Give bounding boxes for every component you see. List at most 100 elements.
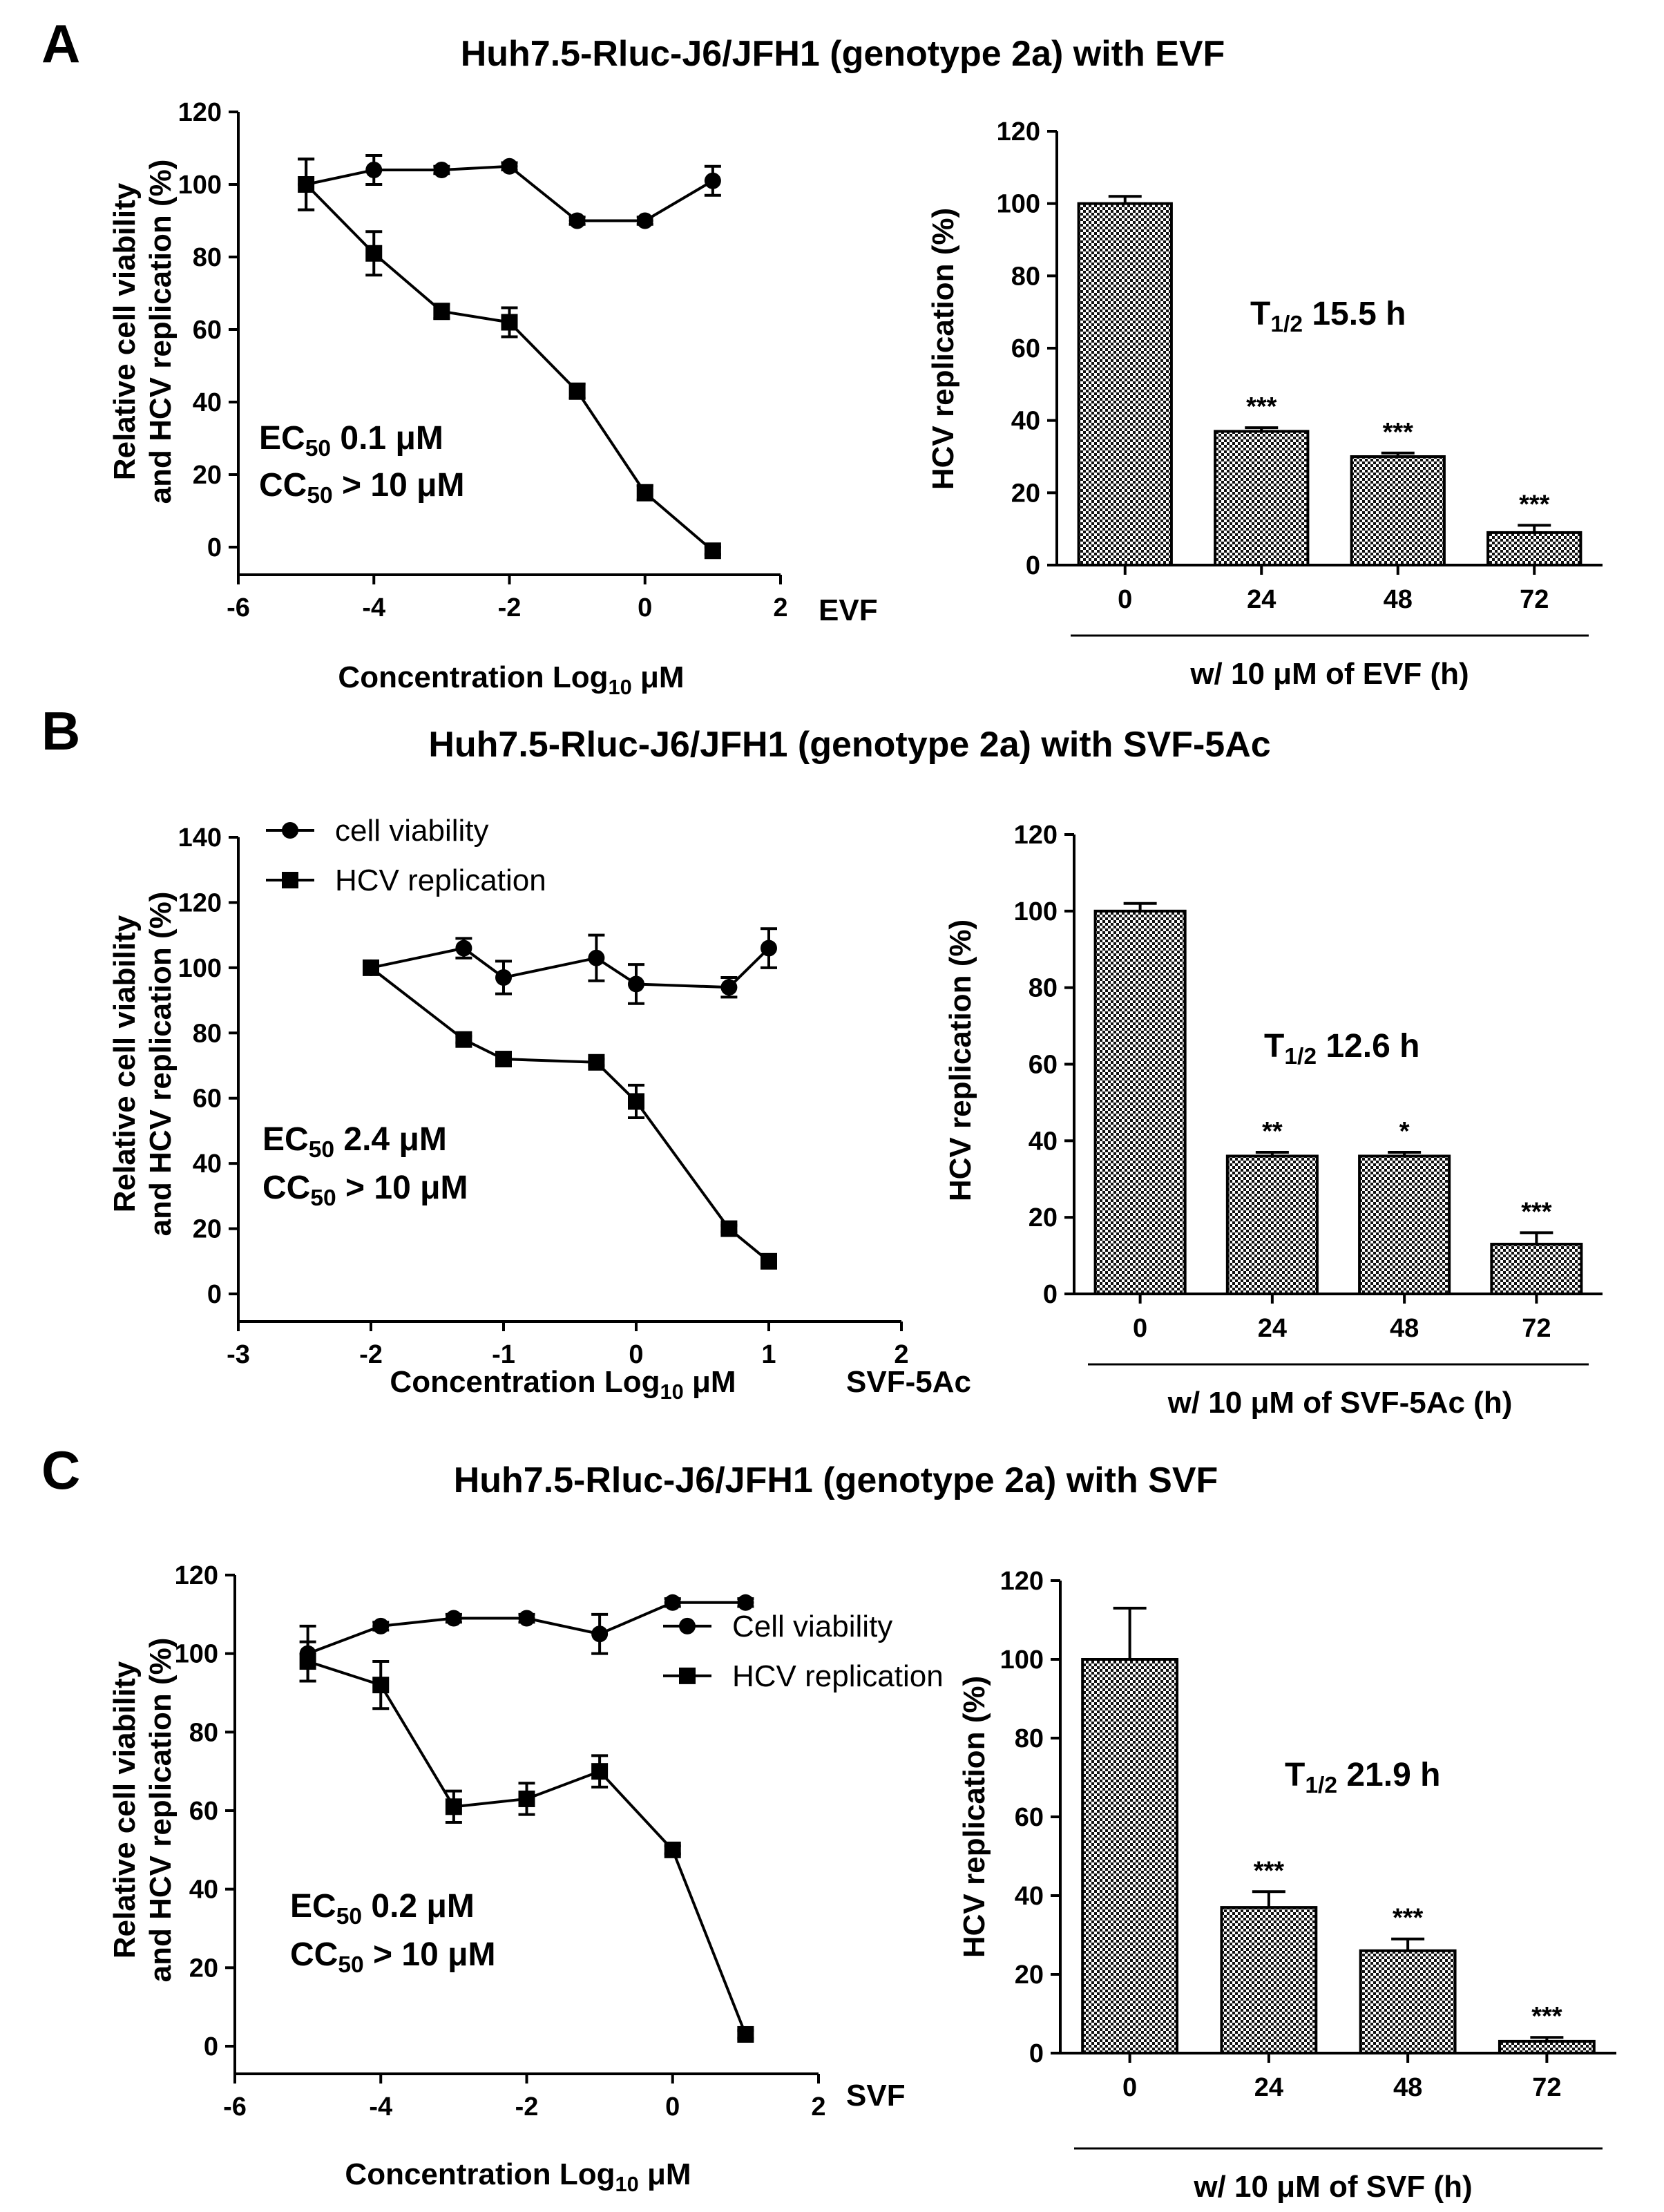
bar-category-label: 24 xyxy=(1258,1314,1287,1343)
x-tick-label: 0 xyxy=(665,2092,680,2122)
bar-y-tick-label: 60 xyxy=(1015,1803,1044,1832)
y-tick-label: 100 xyxy=(175,1640,218,1669)
bar-category-label: 72 xyxy=(1520,585,1549,614)
bar-y-tick-label: 20 xyxy=(1015,1961,1044,1990)
legend: cell viability HCV replication xyxy=(266,814,546,897)
x-tick-label: -2 xyxy=(359,1340,383,1369)
significance-mark: *** xyxy=(1254,1856,1285,1885)
bar xyxy=(1359,1949,1457,2055)
bar-y-tick-label: 40 xyxy=(1029,1127,1058,1156)
y-axis-label-line1: Relative cell viability xyxy=(108,915,142,1212)
y-tick-label: 60 xyxy=(193,1085,222,1114)
potency-annotation: CC50 > 10 μM xyxy=(290,1936,495,1978)
data-point-circle xyxy=(588,949,605,966)
x-axis-label: Concentration Log10 μM xyxy=(390,1365,736,1404)
bar-y-axis-label: HCV replication (%) xyxy=(957,1676,991,1958)
data-point-square xyxy=(628,1093,644,1110)
y-tick-label: 20 xyxy=(193,461,222,490)
bar-x-axis-label: w/ 10 μM of SVF (h) xyxy=(1193,2170,1472,2204)
bar xyxy=(1093,909,1187,1296)
y-tick-label: 60 xyxy=(189,1797,218,1826)
y-tick-label: 140 xyxy=(178,823,222,852)
legend-marker-circle xyxy=(679,1617,696,1634)
bar xyxy=(1498,2039,1596,2054)
legend-marker-square xyxy=(282,872,298,888)
y-tick-label: 120 xyxy=(178,98,222,127)
bar-y-tick-label: 120 xyxy=(1000,1567,1044,1596)
y-axis-label-line2: and HCV replication (%) xyxy=(144,160,178,504)
y-tick-label: 20 xyxy=(189,1954,218,1983)
bar xyxy=(1214,430,1310,566)
significance-mark: *** xyxy=(1393,1904,1424,1933)
bar xyxy=(1350,455,1446,566)
y-axis-label-line1: Relative cell viability xyxy=(108,182,142,480)
data-point-circle xyxy=(568,212,586,229)
data-point-circle xyxy=(591,1625,609,1643)
data-point-square xyxy=(455,1031,472,1048)
x-axis-label: Concentration Log10 μM xyxy=(338,660,684,699)
x-tick-label: -1 xyxy=(492,1340,515,1369)
y-tick-label: 40 xyxy=(189,1876,218,1905)
dose-response-chart: 0 20 40 60 80 100 120 -6 -4 -2 0 2 Relative cell via… xyxy=(108,98,878,699)
data-point-square xyxy=(363,959,379,976)
y-tick-label: 0 xyxy=(204,2032,218,2061)
legend-entry: cell viability xyxy=(335,814,489,848)
series-line-circle xyxy=(370,946,770,989)
y-tick-label: 100 xyxy=(178,171,222,200)
compound-label: SVF xyxy=(846,2079,906,2113)
y-axis-label-line2: and HCV replication (%) xyxy=(144,1638,178,1983)
y-tick-label: 80 xyxy=(193,243,222,272)
significance-mark: * xyxy=(1399,1117,1410,1146)
data-point-square xyxy=(664,1841,681,1858)
bar-y-tick-label: 20 xyxy=(1011,479,1040,508)
significance-mark: *** xyxy=(1519,490,1550,519)
bar-category-label: 24 xyxy=(1254,2073,1283,2102)
x-tick-label: 2 xyxy=(894,1340,908,1369)
significance-mark: *** xyxy=(1383,418,1414,447)
data-point-square xyxy=(568,383,586,400)
time-course-bar-chart: 0 20 40 60 80 100 120 0 24 *** 48 *** 72 *** w/ 10 μM … xyxy=(957,1567,1616,2204)
x-tick-label: 1 xyxy=(761,1340,776,1369)
bar-y-tick-label: 80 xyxy=(1029,974,1058,1003)
half-life-annotation: T1/2 21.9 h xyxy=(1285,1757,1440,1798)
bar-category-label: 48 xyxy=(1390,1314,1419,1343)
panel-letter: C xyxy=(41,1440,80,1500)
bar-y-tick-label: 80 xyxy=(1011,262,1040,291)
dose-response-chart: 0 20 40 60 80 100 120 140 -3 -2 -1 0 1 2 Relative cell… xyxy=(108,814,971,1404)
y-tick-label: 40 xyxy=(193,1150,222,1179)
panel-title: Huh7.5-Rluc-J6/JFH1 (genotype 2a) with S… xyxy=(428,725,1270,765)
x-tick-label: -6 xyxy=(227,593,250,622)
compound-label: EVF xyxy=(819,593,878,627)
panel-letter: A xyxy=(41,13,80,74)
bar-category-label: 24 xyxy=(1247,585,1276,614)
bar-category-label: 0 xyxy=(1118,585,1132,614)
data-point-circle xyxy=(704,172,721,189)
y-tick-label: 80 xyxy=(193,1019,222,1048)
data-point-square xyxy=(445,1798,462,1815)
panel-title: Huh7.5-Rluc-J6/JFH1 (genotype 2a) with S… xyxy=(454,1460,1218,1500)
legend-entry: HCV replication xyxy=(732,1659,944,1693)
data-point-circle xyxy=(495,969,512,986)
bar-y-tick-label: 40 xyxy=(1011,407,1040,436)
data-point-circle xyxy=(455,940,472,957)
x-tick-label: -3 xyxy=(227,1340,250,1369)
x-tick-label: -6 xyxy=(223,2092,247,2122)
data-point-circle xyxy=(636,212,653,229)
data-point-circle xyxy=(501,158,518,175)
significance-mark: *** xyxy=(1521,1197,1552,1226)
significance-mark: *** xyxy=(1531,2002,1562,2031)
legend-entry: Cell viability xyxy=(732,1610,892,1643)
bar-x-axis-label: w/ 10 μM of SVF-5Ac (h) xyxy=(1167,1386,1513,1420)
data-point-square xyxy=(365,245,383,262)
data-point-circle xyxy=(720,979,738,996)
bar xyxy=(1490,1242,1583,1296)
data-point-square xyxy=(501,314,518,331)
bar-y-tick-label: 100 xyxy=(1014,897,1058,926)
x-tick-label: -2 xyxy=(515,2092,539,2122)
panel-letter: B xyxy=(41,700,80,761)
bar-y-tick-label: 100 xyxy=(997,190,1040,219)
dose-response-chart: 0 20 40 60 80 100 120 -6 -4 -2 0 2 Relative cell via… xyxy=(108,1561,944,2196)
data-point-square xyxy=(737,2025,754,2043)
time-course-bar-chart: 0 20 40 60 80 100 120 0 24 ** 48 * 72 *** w/ 10 μM of … xyxy=(944,821,1603,1420)
potency-annotation: CC50 > 10 μM xyxy=(262,1170,468,1211)
